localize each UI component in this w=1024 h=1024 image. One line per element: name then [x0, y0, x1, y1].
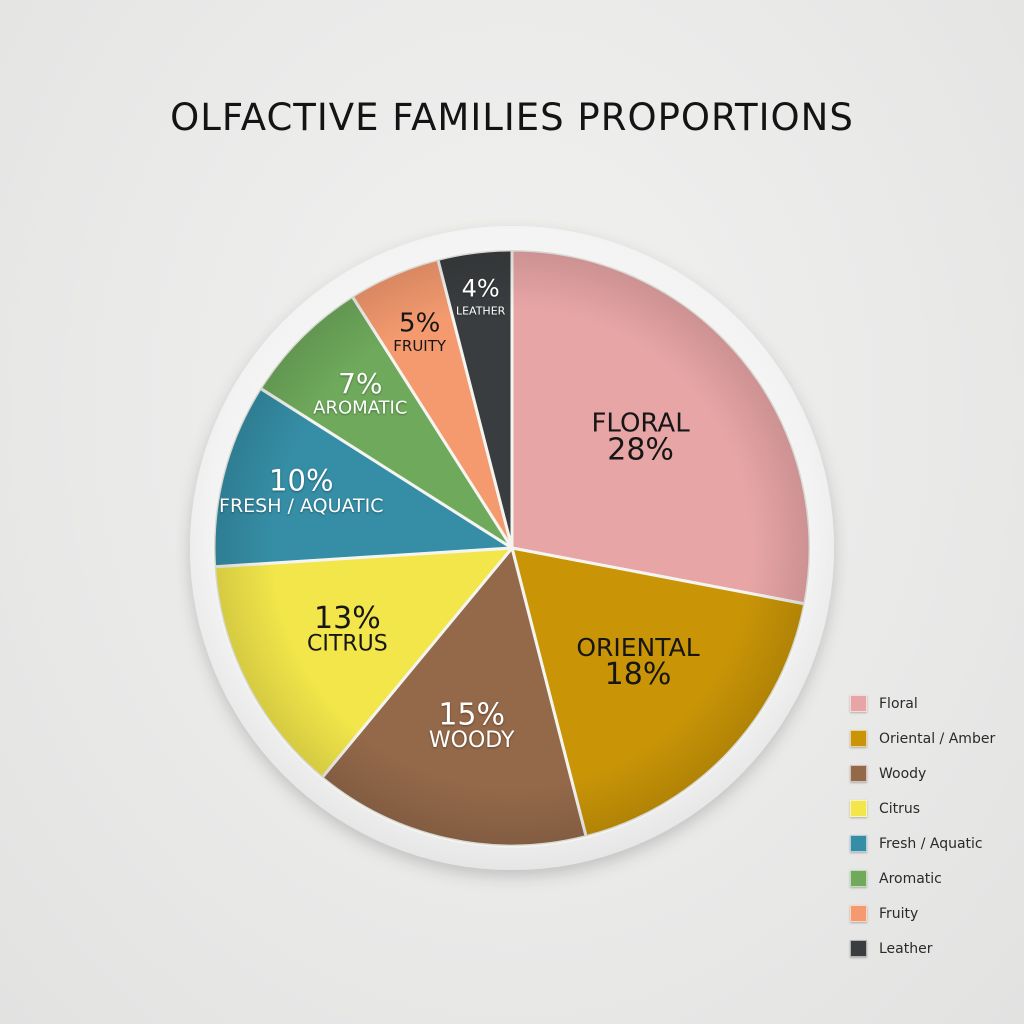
- chart-title: OLFACTIVE FAMILIES PROPORTIONS: [170, 96, 854, 139]
- legend-item: Floral: [850, 686, 1020, 721]
- slice-name-label: LEATHER: [456, 305, 506, 318]
- slice-value-label: 7%: [338, 367, 382, 400]
- slice-value-label: 18%: [605, 657, 672, 692]
- legend-label: Woody: [879, 765, 927, 782]
- legend-item: Fruity: [850, 896, 1020, 931]
- slice-name-label: FLORAL: [591, 408, 690, 438]
- slice-name-label: ORIENTAL: [576, 633, 699, 662]
- legend-label: Floral: [879, 695, 918, 712]
- legend-swatch: [850, 870, 867, 887]
- legend-label: Fruity: [879, 905, 919, 922]
- legend-label: Aromatic: [879, 870, 942, 887]
- legend-label: Citrus: [879, 800, 921, 817]
- legend-label: Leather: [879, 940, 933, 957]
- legend-swatch: [850, 695, 867, 712]
- slice-value-label: 15%: [438, 698, 505, 733]
- slice-value-label: 28%: [607, 432, 674, 467]
- slice-name-label: FRUITY: [393, 337, 447, 355]
- slice-value-label: 5%: [399, 308, 440, 338]
- slice-name-label: AROMATIC: [313, 398, 407, 419]
- legend-item: Woody: [850, 756, 1020, 791]
- legend-swatch: [850, 835, 867, 852]
- slice-value-label: 10%: [269, 463, 333, 497]
- legend-label: Fresh / Aquatic: [879, 835, 983, 852]
- legend-item: Citrus: [850, 791, 1020, 826]
- slice-name-label: FRESH / AQUATIC: [219, 495, 384, 517]
- legend: Floral Oriental / Amber Woody Citrus Fresh /…: [850, 686, 1020, 966]
- legend-swatch: [850, 730, 867, 747]
- legend-item: Oriental / Amber: [850, 721, 1020, 756]
- legend-swatch: [850, 765, 867, 782]
- legend-swatch: [850, 800, 867, 817]
- legend-swatch: [850, 940, 867, 957]
- legend-item: Fresh / Aquatic: [850, 826, 1020, 861]
- legend-item: Aromatic: [850, 861, 1020, 896]
- slice-value-label: 4%: [462, 275, 500, 303]
- slice-value-label: 13%: [314, 601, 381, 636]
- legend-label: Oriental / Amber: [879, 730, 996, 747]
- slice-name-label: CITRUS: [307, 631, 388, 656]
- slice-name-label: WOODY: [429, 728, 515, 753]
- legend-item: Leather: [850, 931, 1020, 966]
- legend-swatch: [850, 905, 867, 922]
